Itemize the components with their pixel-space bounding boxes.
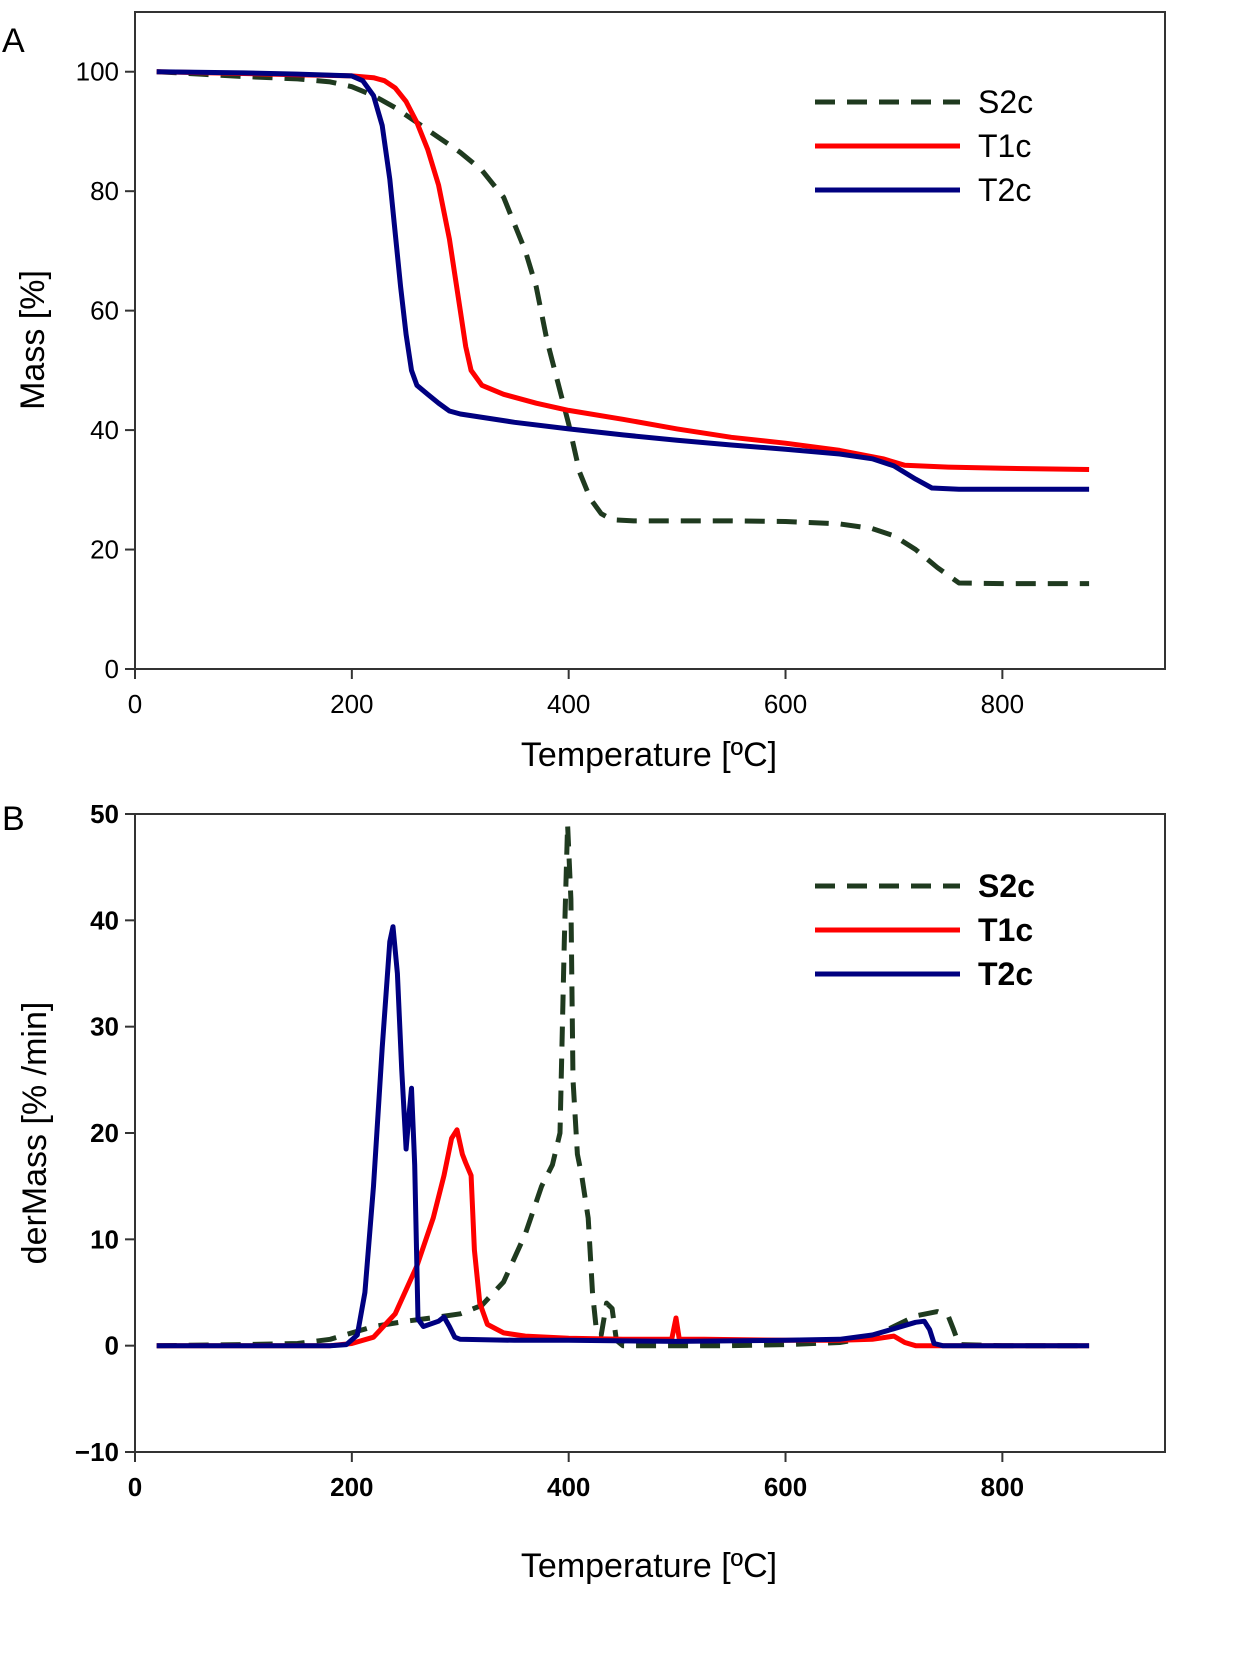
panel-a-x-tick-label: 600 bbox=[764, 689, 807, 719]
panel-b-y-tick-label: −10 bbox=[75, 1437, 119, 1467]
panel-b-y-tick-label: 50 bbox=[90, 799, 119, 829]
panel-a-y-tick-label: 0 bbox=[105, 654, 119, 684]
panel-b-legend-label-s2c: S2c bbox=[978, 868, 1035, 904]
panel-b-y-tick-label: 40 bbox=[90, 905, 119, 935]
panel-a-legend-label-t2c: T2c bbox=[978, 172, 1031, 208]
panel-a-y-tick-label: 20 bbox=[90, 535, 119, 565]
panel-b-x-tick-label: 0 bbox=[128, 1472, 142, 1502]
panel-b-x-tick-label: 200 bbox=[330, 1472, 373, 1502]
panel-b-y-tick-label: 10 bbox=[90, 1224, 119, 1254]
panel-b-dermass-chart: B 0 200 400 600 800 −10 0 10 20 30 40 50 Temperatur… bbox=[2, 799, 1166, 1585]
panel-a-legend-label-s2c: S2c bbox=[978, 84, 1033, 120]
panel-a-y-tick-label: 60 bbox=[90, 296, 119, 326]
panel-a-x-tick-label: 800 bbox=[981, 689, 1024, 719]
panel-b-series-t2c-line bbox=[156, 924, 1090, 1349]
panel-b-curves bbox=[156, 822, 1090, 1349]
panel-a-series-s2c-line bbox=[156, 69, 1090, 587]
panel-a-mass-chart: A 0 200 400 600 800 0 20 40 60 80 100 Temperature … bbox=[2, 11, 1166, 774]
panel-b-y-tick-label: 0 bbox=[105, 1331, 119, 1361]
panel-a-y-tick-label: 80 bbox=[90, 176, 119, 206]
panel-a-legend: S2c T1c T2c bbox=[815, 84, 1033, 208]
panel-b-legend-label-t2c: T2c bbox=[978, 956, 1033, 992]
panel-a-letter: A bbox=[2, 22, 25, 60]
panel-a-legend-label-t1c: T1c bbox=[978, 128, 1031, 164]
panel-b-x-tick-label: 600 bbox=[764, 1472, 807, 1502]
panel-b-x-tick-label: 800 bbox=[981, 1472, 1024, 1502]
panel-a-x-axis-title: Temperature [ºC] bbox=[521, 736, 777, 774]
panel-b-ticks: 0 200 400 600 800 −10 0 10 20 30 40 50 bbox=[75, 799, 1024, 1502]
panel-a-plot-frame bbox=[134, 11, 1166, 670]
panel-b-y-tick-label: 20 bbox=[90, 1118, 119, 1148]
panel-a-y-axis-title: Mass [%] bbox=[14, 270, 52, 410]
panel-b-legend-label-t1c: T1c bbox=[978, 912, 1033, 948]
panel-a-series-t1c-line bbox=[156, 69, 1090, 472]
panel-b-x-axis-title: Temperature [ºC] bbox=[521, 1547, 777, 1585]
panel-a-x-tick-label: 400 bbox=[547, 689, 590, 719]
panel-a-y-tick-label: 100 bbox=[76, 57, 119, 87]
panel-a-x-tick-label: 0 bbox=[128, 689, 142, 719]
panel-b-legend: S2c T1c T2c bbox=[815, 868, 1035, 992]
panel-b-series-s2c-line bbox=[156, 822, 1090, 1349]
panel-a-series-t2c-line bbox=[156, 69, 1090, 492]
panel-b-x-tick-label: 400 bbox=[547, 1472, 590, 1502]
panel-b-y-tick-label: 30 bbox=[90, 1012, 119, 1042]
panel-a-x-tick-label: 200 bbox=[330, 689, 373, 719]
panel-a-curves bbox=[156, 69, 1090, 587]
panel-b-y-axis-title: derMass [% /min] bbox=[16, 1002, 54, 1265]
panel-b-letter: B bbox=[2, 800, 25, 838]
panel-a-ticks: 0 200 400 600 800 0 20 40 60 80 100 bbox=[76, 57, 1024, 719]
panel-a-y-tick-label: 40 bbox=[90, 415, 119, 445]
